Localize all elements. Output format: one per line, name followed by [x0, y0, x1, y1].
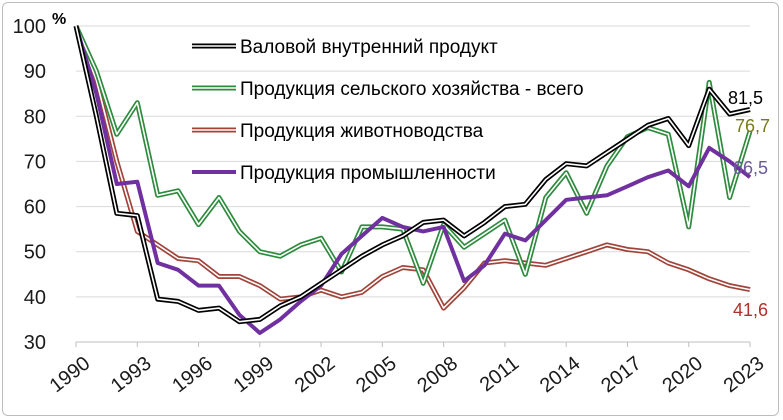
end-value-label: 41,6 [733, 300, 768, 320]
y-tick-label: 100 [13, 16, 46, 38]
x-tick-label: 1996 [168, 352, 217, 397]
end-value-label: 66,5 [733, 158, 768, 178]
y-tick-label: 90 [24, 61, 46, 83]
series-line-outer [73, 24, 753, 286]
series-line-2 [73, 25, 751, 311]
x-tick-label: 1990 [46, 352, 95, 397]
y-tick-label: 50 [24, 242, 46, 264]
legend-label: Продукция животноводства [240, 121, 484, 142]
x-tick-label: 2008 [413, 352, 462, 397]
series-line-1 [73, 24, 753, 286]
y-tick-label: 80 [24, 106, 46, 128]
legend-label: Продукция сельского хозяйства - всего [240, 79, 584, 100]
legend-item-0: Валовой внутренний продукт [192, 37, 498, 58]
end-value-label: 81,5 [728, 88, 763, 108]
gridlines [76, 25, 750, 343]
y-tick-label: 70 [24, 151, 46, 173]
x-tick-label: 2011 [476, 352, 523, 396]
x-tick-label: 2017 [597, 352, 646, 397]
x-tick-label: 2023 [720, 352, 769, 397]
y-tick-label: 30 [24, 332, 46, 354]
y-unit-label: % [52, 11, 66, 28]
y-tick-label: 60 [24, 197, 46, 219]
series-line-inner [75, 25, 751, 285]
x-tick-label: 1999 [230, 352, 279, 397]
legend-item-2: Продукция животноводства [192, 121, 484, 142]
legend-label: Продукция промышленности [240, 163, 496, 184]
series-line-inner [75, 25, 751, 323]
x-tick-label: 2014 [536, 352, 585, 397]
x-tick-label: 2002 [291, 352, 340, 397]
end-value-label: 76,7 [735, 116, 770, 136]
legend-item-1: Продукция сельского хозяйства - всего [192, 79, 584, 100]
end-value-labels: 81,5 76,7 66,5 41,6 [728, 88, 770, 320]
x-tick-label: 2005 [352, 352, 401, 397]
series-line-0 [73, 25, 751, 325]
legend-item-3: Продукция промышленности [192, 163, 496, 184]
x-axis-ticks: 1990 1993 1996 1999 2002 2005 2008 2011 2014 2017… [46, 342, 769, 397]
y-tick-label: 40 [24, 287, 46, 309]
series-lines [73, 24, 753, 335]
series-line-inner [75, 25, 751, 309]
legend-label: Валовой внутренний продукт [240, 37, 498, 58]
legend: Валовой внутренний продукт Продукция сель… [192, 37, 584, 184]
y-axis-ticks: 30 40 50 60 70 80 90 100 [13, 16, 46, 354]
x-tick-label: 2020 [658, 352, 707, 397]
x-tick-label: 1993 [107, 352, 156, 397]
